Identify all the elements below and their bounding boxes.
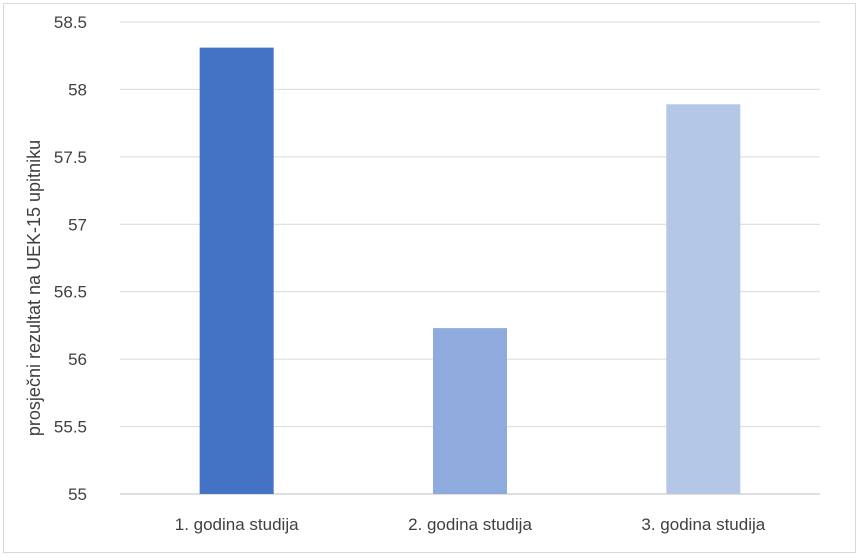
y-tick-label: 55.5 (54, 418, 87, 437)
bar-2 (433, 328, 507, 494)
y-tick-label: 55 (68, 485, 87, 504)
y-tick-label: 58 (68, 80, 87, 99)
x-tick-labels: 1. godina studija 2. godina studija 3. god… (175, 515, 766, 534)
bar-3 (666, 104, 741, 495)
x-tick-label: 2. godina studija (408, 515, 532, 534)
bar-1 (199, 47, 274, 494)
y-tick-label: 56 (68, 350, 87, 369)
bars (199, 47, 741, 495)
y-tick-label: 58.5 (54, 13, 87, 32)
x-tick-label: 3. godina studija (641, 515, 765, 534)
y-tick-label: 57 (68, 215, 87, 234)
y-tick-labels: 55 55.5 56 56.5 57 57.5 58 58.5 (54, 13, 87, 504)
y-tick-label: 56.5 (54, 283, 87, 302)
x-tick-label: 1. godina studija (175, 515, 299, 534)
y-tick-label: 57.5 (54, 148, 87, 167)
y-axis-label: prosječni rezultat na UEK-15 upitniku (24, 140, 44, 436)
